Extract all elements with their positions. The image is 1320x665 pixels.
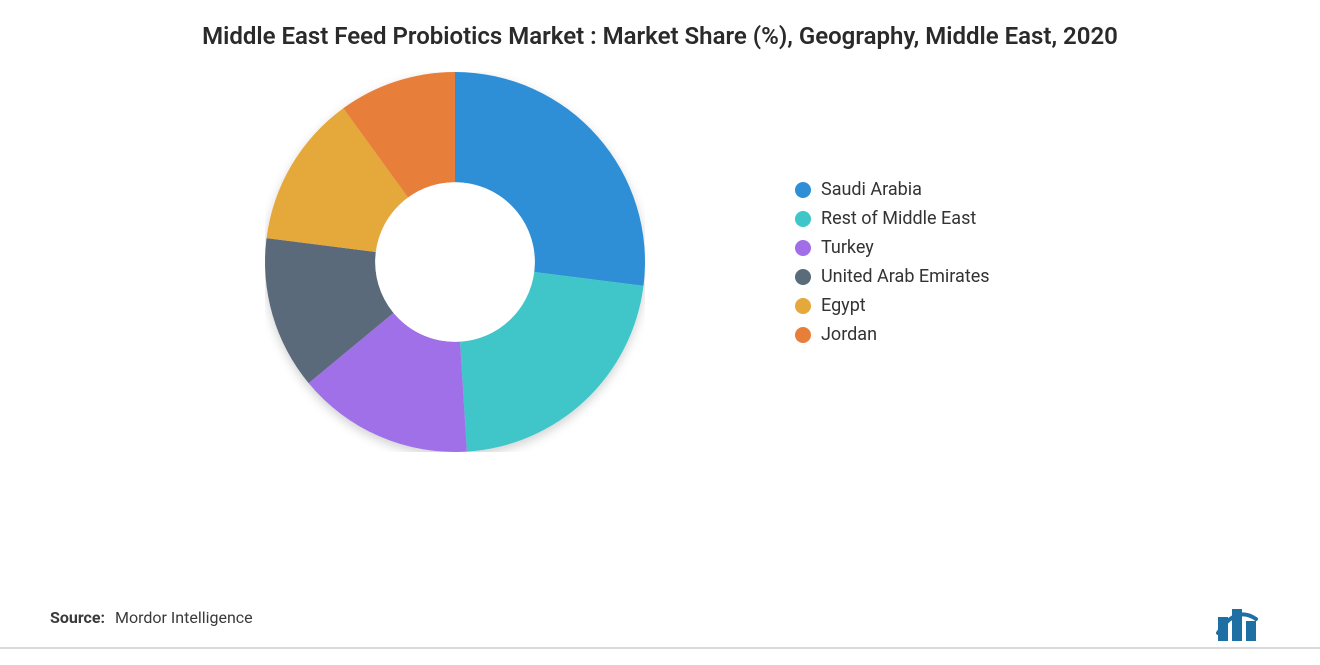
- legend-swatch-icon: [795, 327, 811, 343]
- chart-area: Saudi Arabia Rest of Middle East Turkey Uni…: [50, 72, 1270, 452]
- legend-swatch-icon: [795, 298, 811, 314]
- legend-item: Egypt: [795, 295, 1055, 316]
- legend-label: Saudi Arabia: [821, 179, 922, 200]
- brand-logo-icon: [1216, 603, 1280, 643]
- legend-swatch-icon: [795, 240, 811, 256]
- legend-label: Rest of Middle East: [821, 208, 976, 229]
- legend-label: United Arab Emirates: [821, 266, 990, 287]
- footer-rule: [0, 647, 1320, 649]
- legend-label: Egypt: [821, 295, 866, 316]
- source-attribution: Source: Mordor Intelligence: [50, 608, 253, 627]
- legend-swatch-icon: [795, 182, 811, 198]
- legend-swatch-icon: [795, 269, 811, 285]
- donut-chart: [265, 72, 645, 452]
- legend: Saudi Arabia Rest of Middle East Turkey Uni…: [795, 179, 1055, 345]
- source-value: Mordor Intelligence: [115, 608, 253, 627]
- chart-title: Middle East Feed Probiotics Market : Mar…: [50, 20, 1270, 52]
- legend-label: Turkey: [821, 237, 874, 258]
- source-label: Source:: [50, 608, 105, 627]
- legend-item: Jordan: [795, 324, 1055, 345]
- legend-item: Turkey: [795, 237, 1055, 258]
- legend-label: Jordan: [821, 324, 877, 345]
- legend-swatch-icon: [795, 211, 811, 227]
- legend-item: Saudi Arabia: [795, 179, 1055, 200]
- legend-item: United Arab Emirates: [795, 266, 1055, 287]
- legend-item: Rest of Middle East: [795, 208, 1055, 229]
- chart-container: Middle East Feed Probiotics Market : Mar…: [0, 0, 1320, 665]
